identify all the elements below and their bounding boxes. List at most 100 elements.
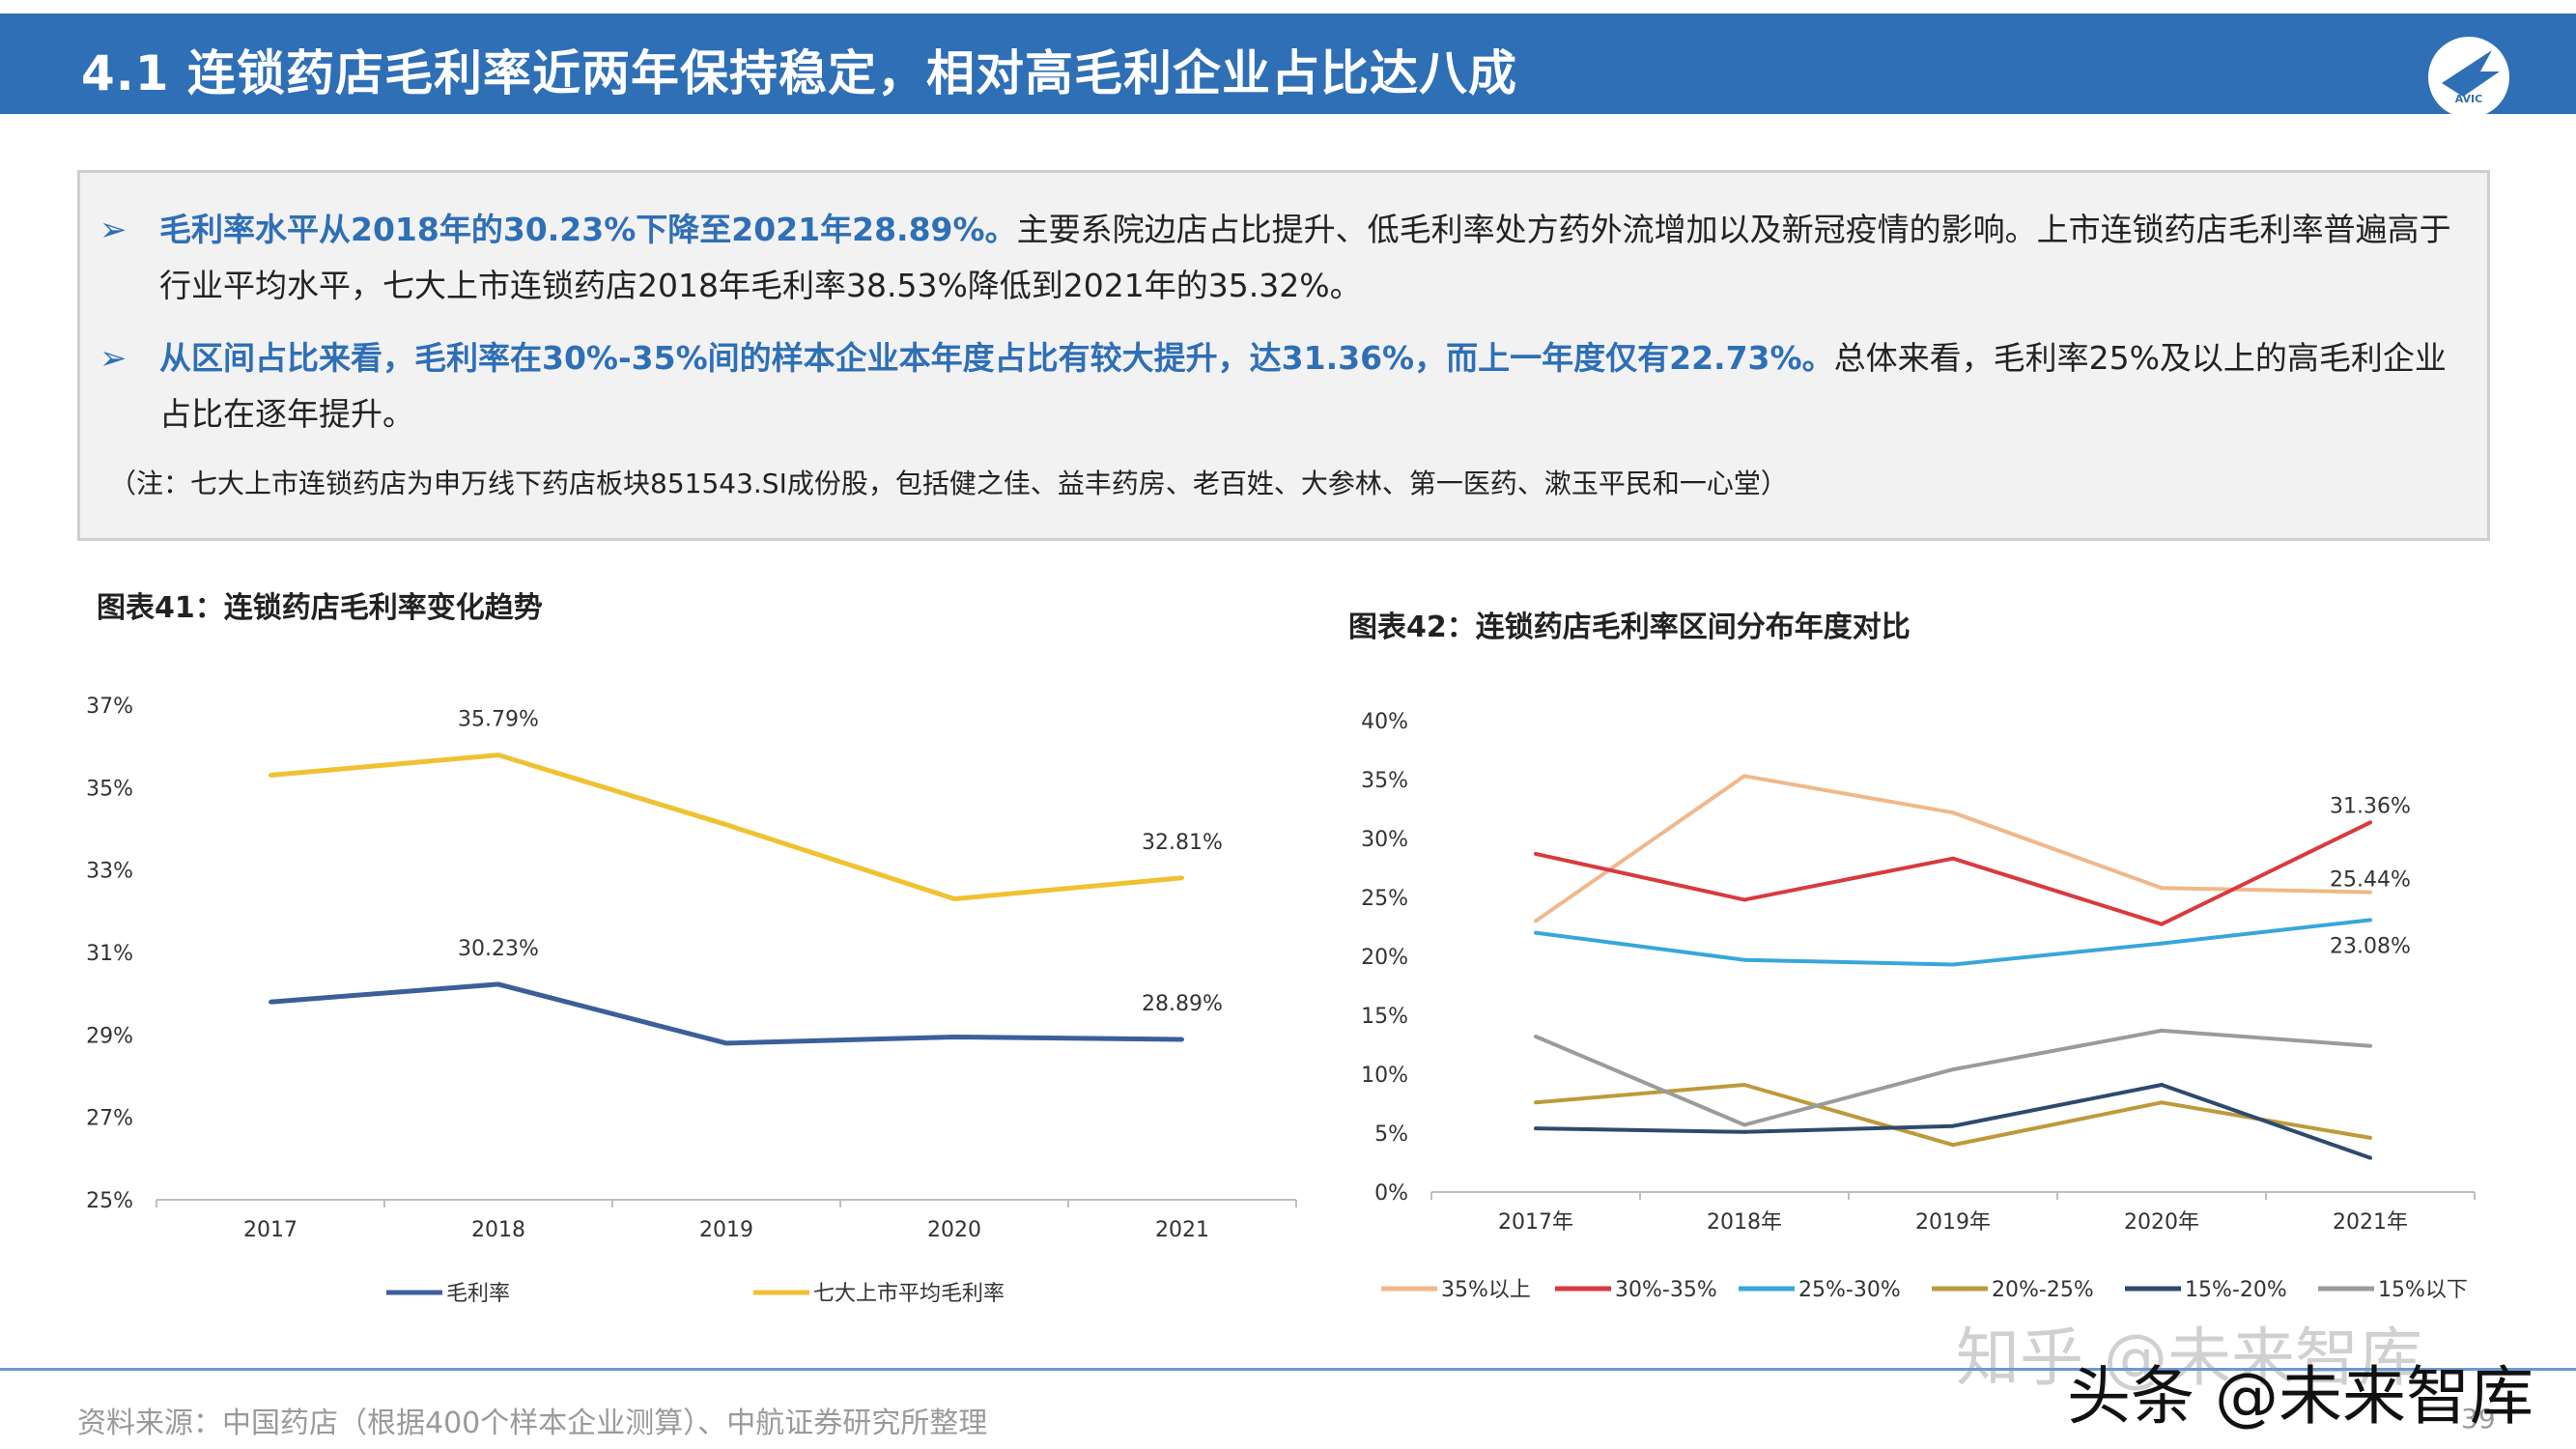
y-tick-label: 37% <box>86 695 133 719</box>
footer-divider <box>0 1368 2576 1371</box>
data-point <box>2160 1100 2164 1105</box>
series-line <box>1535 1083 2371 1160</box>
page-title: 4.1 连锁药店毛利率近两年保持稳定，相对高毛利企业占比达八成 <box>81 45 1517 101</box>
data-point <box>2160 941 2164 946</box>
y-tick-label: 25% <box>86 1189 133 1213</box>
bullet-arrow-icon: ➢ <box>99 211 127 249</box>
y-tick-label: 33% <box>86 860 133 884</box>
data-point <box>2368 1043 2372 1048</box>
data-point <box>1951 1143 1955 1148</box>
data-label: 23.08% <box>2330 934 2411 958</box>
y-tick-label: 20% <box>1361 946 1408 970</box>
y-tick-label: 5% <box>1374 1122 1408 1147</box>
data-point <box>2160 922 2164 926</box>
y-tick-label: 0% <box>1374 1181 1408 1206</box>
summary-paragraph-1: 毛利率水平从2018年的30.23%下降至2021年28.89%。主要系院边店占… <box>159 202 2468 314</box>
summary-paragraph-2: 从区间占比来看，毛利率在30%-35%间的样本企业本年度占比有较大提升，达31.… <box>159 330 2468 442</box>
legend-label: 毛利率 <box>446 1282 510 1306</box>
page-number: 39 <box>2461 1403 2496 1435</box>
logo-text: AVIC <box>2455 93 2482 105</box>
data-point <box>1742 1122 1746 1127</box>
data-point <box>1534 919 1538 923</box>
data-point <box>1951 1123 1955 1128</box>
x-tick-label: 2021 <box>1155 1218 1209 1242</box>
watermark-toutiao: 头条 @未来智库 <box>2067 1359 2534 1434</box>
data-point <box>1742 1082 1746 1087</box>
data-point <box>2368 1155 2372 1160</box>
bullet-arrow-icon: ➢ <box>99 339 127 378</box>
margin-trend-chart: 25% 27% 29% 31% 33% 35% 37% 2017 2018 2019 2020 202… <box>86 695 1297 1306</box>
data-point <box>1951 856 1955 861</box>
legend-label: 15%以下 <box>2378 1278 2468 1302</box>
data-point <box>2160 886 2164 891</box>
x-tick-label: 2018年 <box>1707 1210 1782 1235</box>
summary-box: ➢ 毛利率水平从2018年的30.23%下降至2021年28.89%。主要系院边… <box>77 170 2490 541</box>
data-point <box>2368 820 2372 825</box>
avic-logo: AVIC <box>2428 37 2509 118</box>
watermark-zhihu: 知乎 @未来智库 <box>1956 1321 2422 1395</box>
paragraph-2-text: 总体来看，毛利率25%及以上的高毛利企业占比在逐年提升。 <box>159 339 2447 433</box>
y-tick-label: 10% <box>1361 1064 1408 1088</box>
legend-label: 15%-20% <box>2185 1278 2287 1302</box>
data-label: 28.89% <box>1142 992 1223 1016</box>
x-tick-label: 2019 <box>699 1218 753 1242</box>
data-point <box>1742 957 1746 962</box>
data-point <box>1742 1129 1746 1134</box>
series-line <box>1535 1028 2371 1127</box>
series-line <box>1534 774 2371 923</box>
y-tick-label: 31% <box>86 942 133 966</box>
data-point <box>952 1035 956 1039</box>
data-point <box>1180 1037 1184 1042</box>
series-line <box>1535 918 2371 967</box>
data-point <box>724 1040 728 1045</box>
data-point <box>1534 930 1538 935</box>
y-tick-label: 35% <box>86 777 133 801</box>
legend-label: 20%-25% <box>1992 1278 2094 1302</box>
data-point <box>1951 1067 1955 1072</box>
data-label: 31.36% <box>2330 794 2411 818</box>
y-tick-label: 27% <box>86 1107 133 1131</box>
data-point <box>1951 962 1955 967</box>
title-bar: 4.1 连锁药店毛利率近两年保持稳定，相对高毛利企业占比达八成 AVIC <box>0 14 2576 118</box>
footnote: （注：七大上市连锁药店为申万线下药店板块851543.SI成份股，包括健之佳、益… <box>109 468 1788 499</box>
data-point <box>269 1000 272 1005</box>
y-tick-label: 29% <box>86 1024 133 1048</box>
data-point <box>2160 1082 2164 1087</box>
data-point <box>1951 810 1955 815</box>
data-point <box>2160 1028 2164 1033</box>
paragraph-2-highlight: 从区间占比来看，毛利率在30%-35%间的样本企业本年度占比有较大提升，达31.… <box>159 339 1834 377</box>
x-tick-label: 2020年 <box>2124 1210 2199 1235</box>
data-point <box>1534 1034 1538 1038</box>
data-label: 32.81% <box>1142 831 1223 855</box>
data-point <box>952 896 956 901</box>
chart-42-title: 图表42：连锁药店毛利率区间分布年度对比 <box>1348 611 1911 644</box>
x-tick-label: 2018 <box>471 1218 525 1242</box>
x-tick-label: 2017年 <box>1498 1210 1573 1235</box>
data-point <box>496 753 500 757</box>
series-line <box>1535 820 2371 926</box>
chart-41-title: 图表41：连锁药店毛利率变化趋势 <box>97 591 543 625</box>
data-point <box>1534 1100 1538 1105</box>
data-point <box>2368 890 2372 895</box>
x-tick-label: 2021年 <box>2333 1210 2408 1235</box>
y-tick-label: 40% <box>1361 710 1408 734</box>
data-label: 25.44% <box>2330 868 2411 893</box>
legend-label: 30%-35% <box>1615 1278 1717 1302</box>
x-tick-label: 2017 <box>243 1218 297 1242</box>
data-point <box>1742 774 1746 779</box>
legend-label: 25%-30% <box>1798 1278 1901 1302</box>
data-label: 30.23% <box>458 937 539 961</box>
data-point <box>2368 1135 2372 1140</box>
paragraph-1-text: 主要系院边店占比提升、低毛利率处方药外流增加以及新冠疫情的影响。上市连锁药店毛利… <box>159 211 2451 304</box>
data-point <box>1180 875 1184 880</box>
series-line <box>269 753 1183 901</box>
data-point <box>1742 897 1746 902</box>
y-tick-label: 35% <box>1361 769 1408 793</box>
x-tick-label: 2019年 <box>1915 1210 1991 1235</box>
series-line <box>269 981 1183 1046</box>
y-tick-label: 30% <box>1361 828 1408 852</box>
margin-distribution-chart: 0% 5% 10% 15% 20% 25% 30% 35% 40% 2017年 2018年 2019年… <box>1361 710 2476 1302</box>
legend-label: 35%以上 <box>1441 1278 1531 1302</box>
paragraph-1-highlight: 毛利率水平从2018年的30.23%下降至2021年28.89%。 <box>159 211 1017 248</box>
source-note: 资料来源：中国药店（根据400个样本企业测算）、中航证券研究所整理 <box>77 1406 988 1440</box>
